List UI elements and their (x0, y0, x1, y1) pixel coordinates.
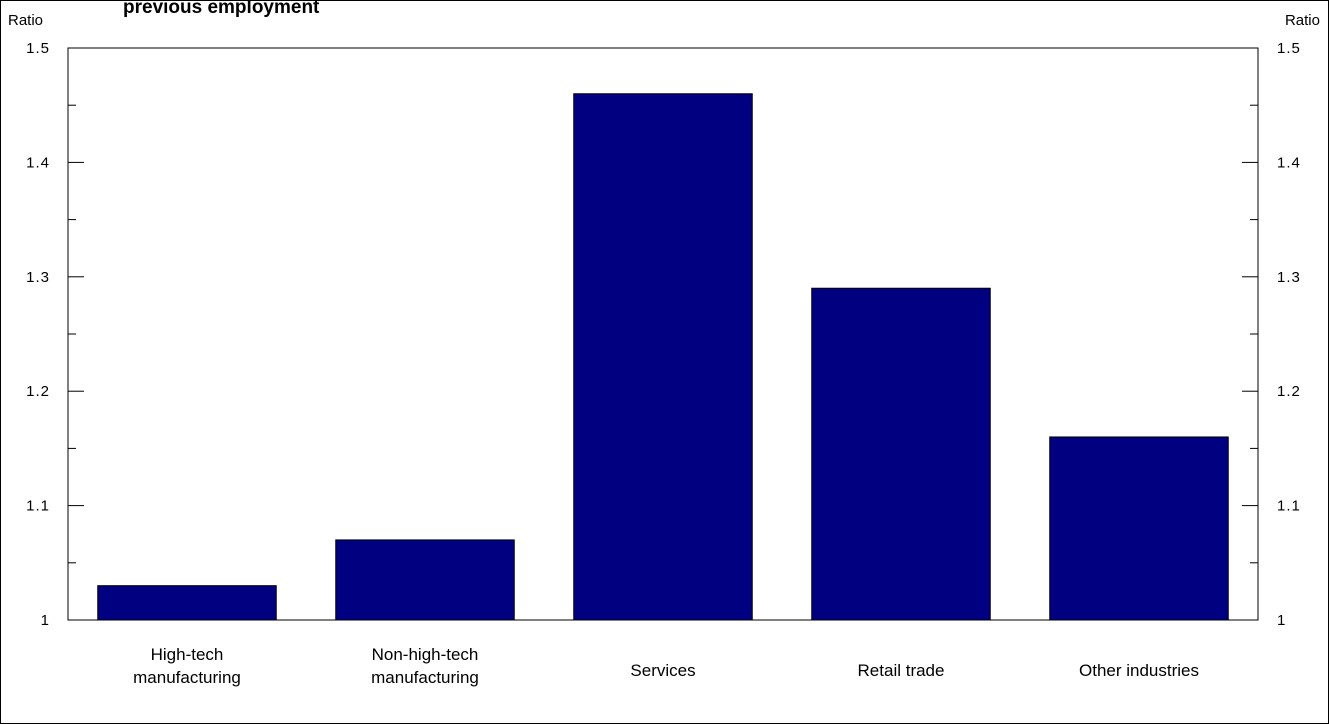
y-axis-label-left: Ratio (8, 12, 43, 29)
y-tick-label-right: 1.3 (1277, 269, 1301, 286)
tick-group: 1 1 1.1 1.1 1.2 1.2 1.3 1.3 1.4 1.4 1.5 1.5 (26, 40, 1301, 629)
y-tick-label-left: 1.1 (26, 498, 50, 515)
category-label: Other industries (1079, 661, 1199, 680)
y-tick-label-right: 1.4 (1277, 154, 1301, 171)
y-tick-label-right: 1 (1277, 612, 1286, 629)
y-tick-label-left: 1.5 (26, 40, 50, 57)
y-tick-label-right: 1.1 (1277, 498, 1301, 515)
bar (1049, 436, 1229, 621)
category-label: Non-high-tech manufacturing (371, 645, 479, 687)
y-tick-label-right: 1.5 (1277, 40, 1301, 57)
bar (97, 585, 277, 621)
y-tick-label-left: 1.3 (26, 269, 50, 286)
label-group: High-tech manufacturing Non-high-tech manuf… (133, 645, 1199, 687)
y-tick-label-left: 1.4 (26, 154, 50, 171)
bar-group (97, 93, 1229, 621)
y-axis-label-right: Ratio (1285, 12, 1320, 29)
chart-title: previous employment (123, 0, 320, 18)
bar (335, 539, 515, 621)
category-label: Services (630, 661, 695, 680)
y-tick-label-right: 1.2 (1277, 383, 1301, 400)
bar (811, 287, 991, 621)
y-tick-label-left: 1 (41, 612, 50, 629)
bar (573, 93, 753, 621)
y-tick-label-left: 1.2 (26, 383, 50, 400)
category-label: High-tech manufacturing (133, 645, 241, 687)
category-label: Retail trade (858, 661, 945, 680)
